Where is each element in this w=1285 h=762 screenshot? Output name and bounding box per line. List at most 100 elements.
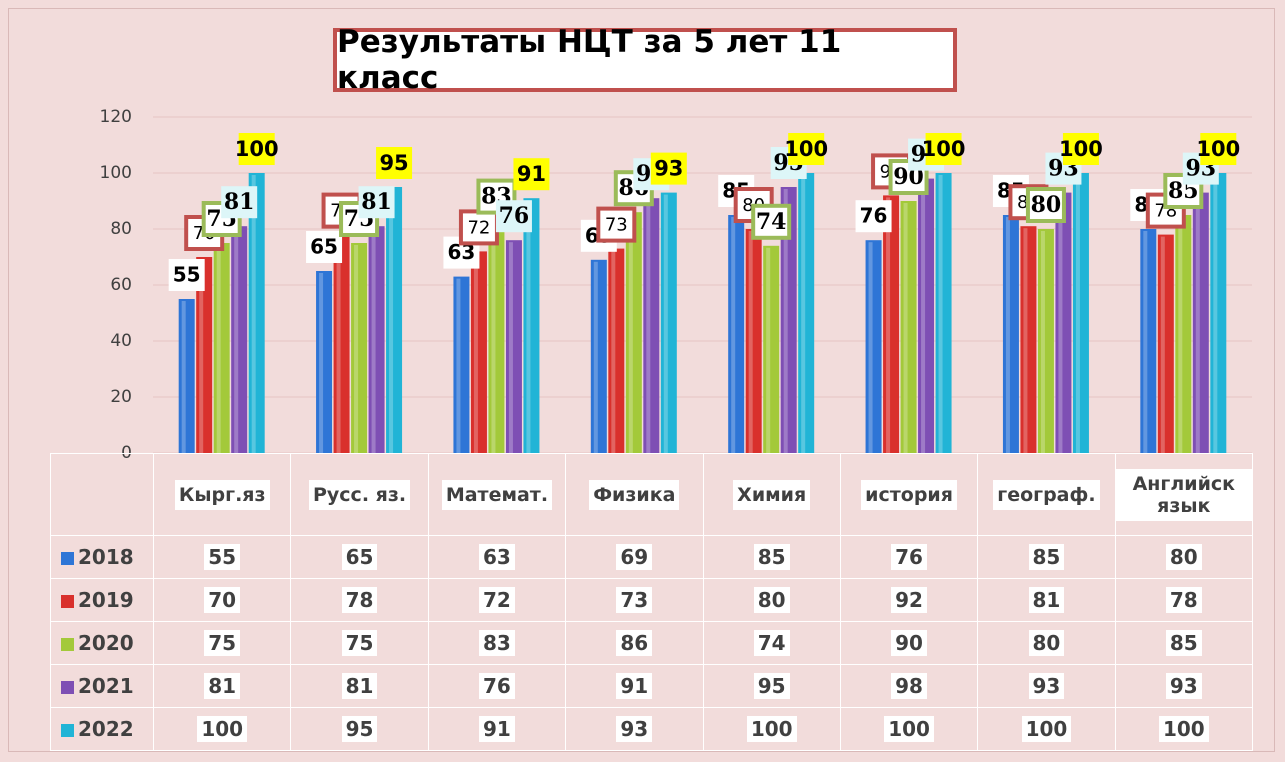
data-label: 55 bbox=[173, 263, 201, 287]
legend-swatch bbox=[61, 638, 74, 651]
data-label-box bbox=[238, 133, 275, 165]
table-cell: 76 bbox=[427, 664, 567, 708]
table-header-cell: Русс. яз. bbox=[290, 453, 429, 536]
table-value: 80 bbox=[1028, 630, 1065, 656]
data-label-box bbox=[855, 200, 892, 233]
y-tick-label: 60 bbox=[110, 275, 132, 295]
bar bbox=[1192, 192, 1209, 453]
bar-highlight bbox=[371, 228, 376, 453]
data-label: 74 bbox=[756, 209, 787, 235]
bar bbox=[248, 173, 265, 453]
bar-highlight bbox=[903, 203, 908, 453]
table-value: 80 bbox=[753, 587, 790, 613]
bar-highlight bbox=[748, 231, 753, 453]
table-cell: 75 bbox=[290, 621, 429, 665]
legend-swatch bbox=[61, 552, 74, 565]
data-label: 76 bbox=[860, 204, 888, 228]
y-tick-label: 80 bbox=[110, 219, 132, 239]
table-cell: 75 bbox=[152, 621, 292, 665]
table-cell: 93 bbox=[977, 664, 1116, 708]
data-label-box bbox=[376, 147, 413, 179]
table-cell: 91 bbox=[427, 707, 567, 751]
table-row: 2021 81 81 76 91 95 98 93 93 bbox=[50, 664, 1254, 708]
data-label-box bbox=[788, 133, 825, 165]
bar bbox=[333, 234, 350, 453]
legend-cell: 2020 bbox=[50, 621, 154, 665]
bar-highlight bbox=[234, 228, 239, 453]
data-label: 100 bbox=[784, 137, 828, 161]
bar-highlight bbox=[216, 245, 221, 453]
bar-highlight bbox=[938, 175, 943, 453]
table-cell: 69 bbox=[565, 535, 704, 579]
data-label: 76 bbox=[499, 203, 530, 229]
bar bbox=[763, 245, 780, 453]
bar bbox=[1140, 229, 1157, 453]
bar-highlight bbox=[491, 222, 496, 453]
table-cell: 81 bbox=[152, 664, 292, 708]
bar bbox=[883, 195, 900, 453]
table-value: 90 bbox=[891, 630, 927, 656]
bar-highlight bbox=[663, 194, 668, 453]
bar bbox=[1002, 215, 1019, 453]
table-cell: 100 bbox=[1114, 707, 1254, 751]
table-cell: 92 bbox=[839, 578, 979, 622]
table-value: 81 bbox=[1028, 587, 1065, 613]
table-value: 76 bbox=[891, 544, 927, 570]
data-label: 100 bbox=[1196, 137, 1240, 161]
table-cell: 93 bbox=[565, 707, 704, 751]
y-tick-label: 120 bbox=[100, 107, 132, 127]
table-cell: 81 bbox=[977, 578, 1116, 622]
table-value: 93 bbox=[1165, 673, 1202, 699]
bar bbox=[1020, 226, 1037, 453]
table-value: 81 bbox=[341, 673, 378, 699]
table-cell: 78 bbox=[290, 578, 429, 622]
table-cell: 81 bbox=[290, 664, 429, 708]
table-cell: 90 bbox=[839, 621, 979, 665]
bar bbox=[608, 248, 625, 453]
table-value: 80 bbox=[1165, 544, 1202, 570]
x-tick-label: история bbox=[861, 479, 957, 510]
table-value: 93 bbox=[616, 716, 653, 742]
table-cell: 72 bbox=[427, 578, 567, 622]
table-value: 85 bbox=[1028, 544, 1065, 570]
table-value: 85 bbox=[753, 544, 790, 570]
data-label-box bbox=[1025, 187, 1066, 223]
table-header-cell: Математ. bbox=[427, 453, 567, 536]
data-label: 95 bbox=[379, 151, 408, 175]
bar bbox=[900, 201, 917, 453]
bar bbox=[918, 178, 935, 453]
bar bbox=[1037, 229, 1054, 453]
bar bbox=[213, 243, 230, 453]
legend-swatch bbox=[61, 681, 74, 694]
data-label-box bbox=[306, 231, 343, 263]
data-label: 81 bbox=[361, 189, 392, 215]
table-cell: 73 bbox=[565, 578, 704, 622]
table-value: 73 bbox=[616, 587, 653, 613]
table-cell: 95 bbox=[702, 664, 841, 708]
table-value: 91 bbox=[616, 673, 653, 699]
y-tick-label: 40 bbox=[110, 331, 132, 351]
y-tick-label: 20 bbox=[110, 387, 132, 407]
bar-highlight bbox=[1143, 231, 1148, 453]
legend-label: 2022 bbox=[78, 717, 134, 741]
bar bbox=[488, 220, 505, 453]
bar-highlight bbox=[1178, 217, 1183, 453]
bar bbox=[196, 257, 213, 453]
bar bbox=[1175, 215, 1192, 453]
bar bbox=[1210, 173, 1227, 453]
table-value: 95 bbox=[341, 716, 378, 742]
x-tick-label: Кырг.яз bbox=[174, 479, 270, 510]
bar bbox=[1072, 173, 1089, 453]
x-tick-label: Физика bbox=[589, 479, 680, 510]
table-value: 63 bbox=[479, 544, 515, 570]
legend-cell: 2018 bbox=[50, 535, 154, 579]
bar-highlight bbox=[628, 214, 633, 453]
table-row: 2019 70 78 72 73 80 92 81 78 bbox=[50, 578, 1254, 622]
legend-label: 2019 bbox=[78, 588, 134, 612]
table-cell: 100 bbox=[702, 707, 841, 751]
bar-highlight bbox=[646, 200, 651, 453]
data-label-box bbox=[1200, 133, 1237, 165]
table-value: 65 bbox=[341, 544, 378, 570]
table-value: 100 bbox=[746, 716, 797, 742]
